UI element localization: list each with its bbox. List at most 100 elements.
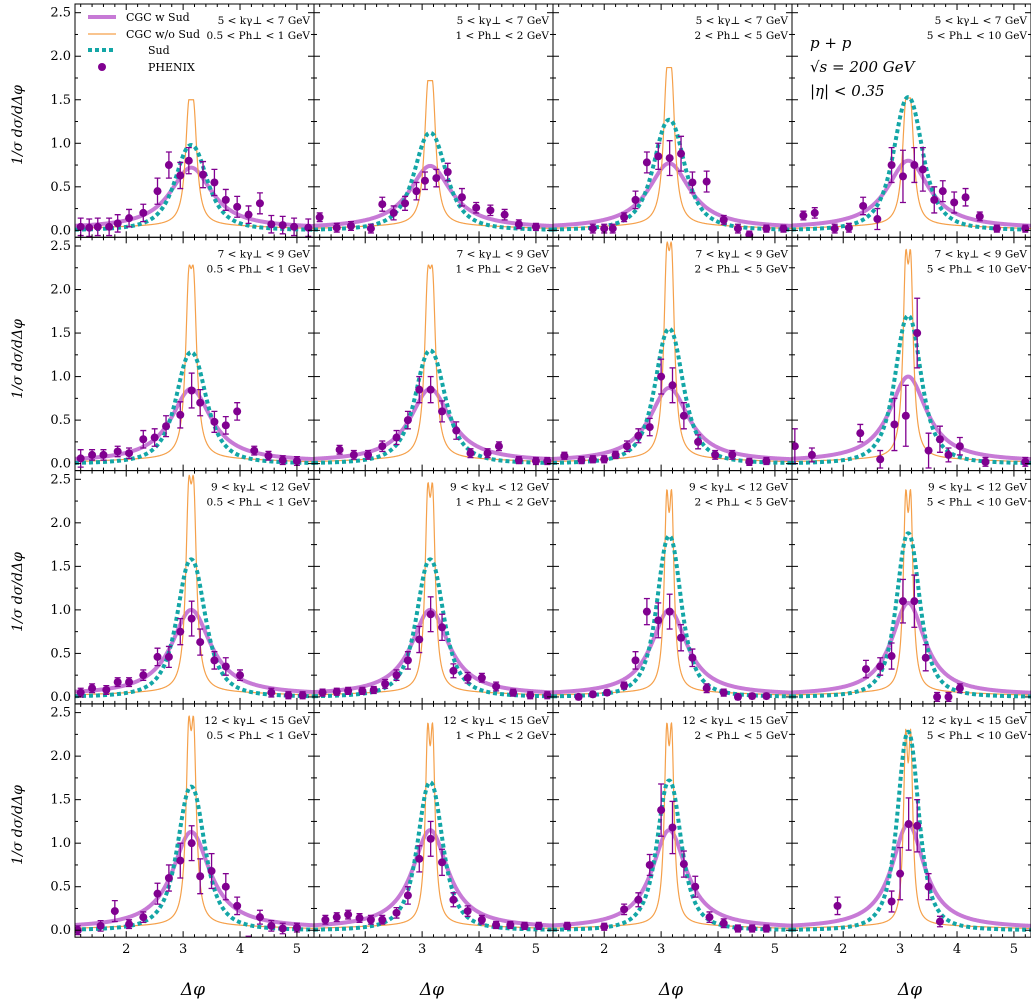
phenix-point-r0c0-10: [184, 156, 193, 165]
curve-cgc-wo-sud-r2c3: [792, 489, 1031, 696]
phenix-point-r0c2-11: [719, 215, 728, 224]
phenix-point-r1c2-14: [745, 457, 754, 466]
y-axis-title-row-2: 1/σ dσ/dΔφ: [10, 552, 26, 632]
phenix-point-r2c0-8: [176, 627, 185, 636]
x-axis-titles: Δφ Δφ Δφ Δφ: [180, 980, 922, 1000]
phenix-point-r2c1-2: [344, 686, 353, 695]
phenix-point-r1c3-11: [981, 457, 990, 466]
phenix-point-r0c3-12: [950, 198, 959, 207]
phenix-point-r3c2-7: [679, 860, 688, 869]
annotation-system: p + p: [810, 34, 852, 52]
legend: CGC w Sud CGC w/o Sud Sud PHENIX: [88, 11, 200, 74]
ytick-label-r0c0-5: 2.5: [50, 6, 71, 21]
phenix-point-r1c0-5: [139, 435, 148, 444]
curve-cgc-w-sud-r1c0: [75, 386, 314, 462]
curve-cgc-wo-sud-r3c0: [75, 715, 314, 929]
phenix-point-r2c2-14: [762, 692, 771, 701]
panel-label-ph-r2c1: 1 < Ph⊥ < 2 GeV: [455, 497, 549, 509]
phenix-point-r3c0-13: [246, 936, 251, 938]
panel-r2c3: 9 < kγ⊥ < 12 GeV 5 < Ph⊥ < 10 GeV: [791, 470, 1031, 705]
phenix-point-r0c2-10: [702, 177, 711, 186]
panel-label-ph-r2c3: 5 < Ph⊥ < 10 GeV: [927, 497, 1028, 509]
y-axis-title-row-1: 1/σ dσ/dΔφ: [10, 319, 26, 399]
panel-label-kgamma-r3c1: 12 < kγ⊥ < 15 GeV: [443, 715, 549, 727]
curve-cgc-wo-sud-r0c0: [75, 99, 314, 230]
phenix-point-r2c1-9: [426, 610, 435, 619]
phenix-point-r2c0-2: [102, 685, 111, 694]
phenix-point-r2c1-13: [477, 673, 486, 682]
phenix-point-r2c2-2: [603, 688, 612, 697]
panel-label-ph-r0c0: 0.5 < Ph⊥ < 1 GeV: [206, 30, 310, 42]
panel-label-ph-r3c3: 5 < Ph⊥ < 10 GeV: [927, 730, 1028, 742]
phenix-point-r2c3-4: [910, 597, 919, 606]
phenix-point-r3c2-5: [657, 806, 666, 815]
phenix-point-r1c3-6: [913, 329, 922, 338]
phenix-point-r1c2-15: [762, 457, 771, 466]
phenix-point-r2c0-10: [196, 638, 205, 647]
panel-plot-r1c2: [553, 241, 792, 467]
phenix-point-r3c2-3: [634, 895, 643, 904]
phenix-point-r3c3-0: [833, 901, 842, 910]
ytick-label-r3c0-4: 2.0: [50, 749, 71, 764]
phenix-point-r2c0-11: [210, 656, 219, 665]
phenix-point-r0c0-12: [210, 178, 219, 187]
panel-plot-r2c0: [75, 474, 314, 700]
curve-cgc-w-sud-r0c0: [75, 165, 314, 229]
panel-label-ph-r1c3: 5 < Ph⊥ < 10 GeV: [927, 263, 1028, 275]
legend-label-sud: Sud: [148, 44, 170, 57]
phenix-point-r1c3-10: [955, 442, 964, 451]
phenix-point-r0c3-9: [918, 165, 927, 174]
phenix-point-r3c0-9: [196, 872, 205, 881]
phenix-point-r2c3-6: [933, 692, 942, 701]
phenix-point-r0c3-1: [810, 208, 819, 217]
curve-cgc-wo-sud-r0c2: [553, 66, 792, 230]
phenix-point-r2c1-7: [403, 656, 412, 665]
phenix-point-r2c1-3: [358, 686, 367, 695]
phenix-point-r1c0-16: [278, 456, 287, 465]
xtick-label-r3c2-1: 3: [657, 942, 665, 957]
panel-plot-r2c3: [792, 489, 1031, 702]
phenix-point-r1c3-2: [856, 429, 865, 438]
phenix-point-r3c0-4: [139, 913, 148, 922]
phenix-point-r0c3-0: [799, 211, 808, 220]
panel-label-kgamma-r2c2: 9 < kγ⊥ < 12 GeV: [689, 482, 788, 494]
x-axis-title-col-0: Δφ: [180, 980, 205, 1000]
phenix-point-r2c0-14: [267, 688, 276, 697]
phenix-point-r2c0-15: [284, 691, 293, 700]
phenix-point-r2c1-14: [492, 682, 501, 691]
phenix-point-r1c1-10: [466, 449, 475, 458]
ytick-label-r1c0-2: 1.0: [50, 370, 71, 385]
panel-r2c0: 0.0 0.5 1.0 1.5 2.0 2.5 9 < kγ⊥ < 12 GeV 0.5 < …: [50, 470, 315, 705]
panel-plot-r0c3: [792, 95, 1031, 234]
phenix-point-r0c1-11: [457, 193, 466, 202]
panel-r0c2: 5 < kγ⊥ < 7 GeV 2 < Ph⊥ < 5 GeV: [552, 3, 793, 238]
panel-label-kgamma-r3c2: 12 < kγ⊥ < 15 GeV: [682, 715, 788, 727]
phenix-point-r3c2-4: [645, 860, 654, 869]
curve-cgc-w-sud-r1c1: [314, 386, 553, 462]
phenix-point-r3c1-6: [392, 908, 401, 917]
phenix-point-r1c3-8: [935, 435, 944, 444]
phenix-point-r0c3-2: [830, 224, 839, 233]
phenix-point-r1c0-4: [125, 449, 134, 458]
phenix-point-r1c2-3: [600, 455, 609, 464]
phenix-point-r2c0-7: [164, 652, 173, 661]
curve-sud-r1c0: [75, 350, 314, 465]
phenix-point-r2c3-2: [887, 652, 896, 661]
phenix-point-r1c0-1: [88, 450, 97, 459]
phenix-point-r3c1-10: [438, 858, 447, 867]
panel-r1c0: 0.0 0.5 1.0 1.5 2.0 2.5 7 < kγ⊥ < 9 GeV 0.5 < P…: [50, 236, 315, 472]
phenix-point-r2c3-8: [955, 684, 964, 693]
phenix-point-r1c2-13: [728, 450, 737, 459]
phenix-point-r2c0-9: [187, 614, 196, 623]
phenix-point-r0c3-7: [898, 172, 907, 181]
phenix-point-r1c2-12: [711, 450, 720, 459]
phenix-point-r1c0-17: [292, 457, 301, 466]
phenix-point-r0c1-8: [420, 176, 429, 185]
phenix-point-r0c1-0: [315, 213, 324, 222]
phenix-point-r2c2-3: [620, 681, 629, 690]
phenix-point-r0c3-13: [961, 193, 970, 202]
phenix-point-r1c1-13: [514, 456, 523, 465]
panel-r3c3: 2 3 4 5 12 < kγ⊥ < 15 GeV 5 < Ph⊥ < 10 GeV: [791, 703, 1031, 957]
phenix-point-r0c0-13: [221, 195, 230, 204]
